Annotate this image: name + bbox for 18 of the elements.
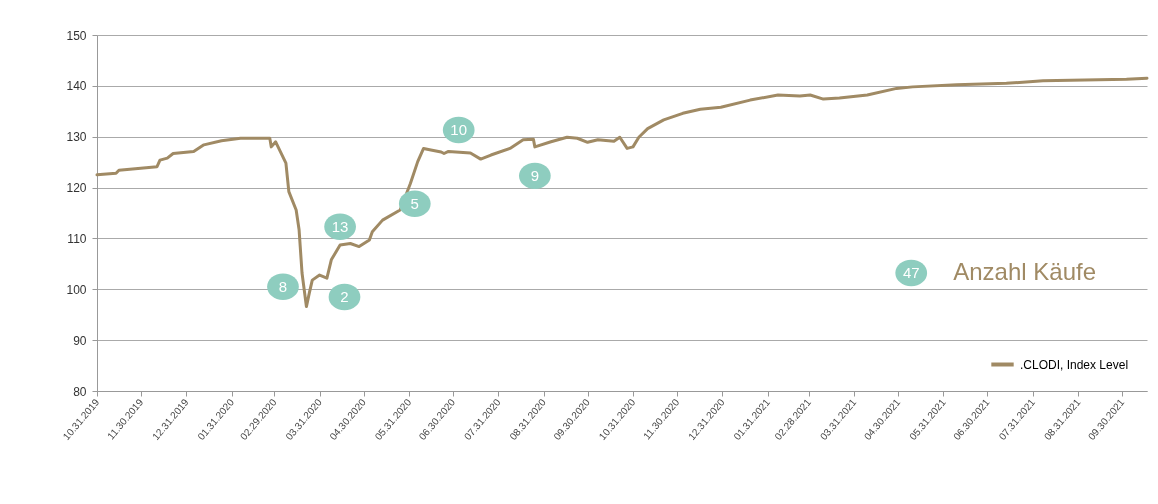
legend-label: .CLODI, Index Level	[1020, 357, 1129, 372]
y-tick-label: 110	[67, 231, 87, 246]
annotation: 5	[410, 194, 419, 212]
annotation: 13	[331, 217, 349, 235]
annotation: Anzahl Käufe	[953, 258, 1097, 286]
annotation: 9	[530, 166, 540, 184]
y-tick-label: 140	[66, 79, 87, 94]
y-tick-label: 150	[66, 28, 87, 43]
line-series	[95, 76, 1149, 309]
y-tick-label: 90	[73, 333, 87, 348]
y-tick-label: 80	[73, 384, 87, 399]
y-tick-label: 130	[66, 130, 87, 145]
y-tick-label: 120	[66, 181, 87, 196]
annotation: 2	[340, 287, 349, 305]
annotation: 10	[450, 121, 468, 139]
y-tick-label: 100	[66, 282, 87, 297]
annotation: 8	[278, 277, 288, 295]
annotation: 47	[902, 264, 920, 282]
